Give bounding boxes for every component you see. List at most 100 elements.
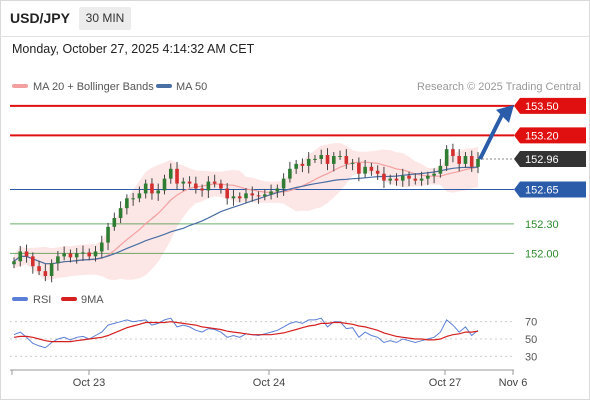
candle-up <box>106 226 110 243</box>
level-tag-152.96 <box>514 150 586 167</box>
candle-down <box>382 173 386 181</box>
candle-up <box>125 198 129 209</box>
candle-up <box>99 242 104 252</box>
candle-down <box>394 178 399 181</box>
chart-header: USD/JPY 30 MIN <box>0 0 590 37</box>
candle-up <box>93 251 98 257</box>
candle-down <box>237 196 242 199</box>
bollinger-band-area <box>14 143 478 281</box>
candle-down <box>219 183 223 189</box>
candle-down <box>256 195 261 197</box>
candle-up <box>331 156 336 164</box>
candle-up <box>156 190 161 194</box>
candle-up <box>143 183 148 194</box>
level-tag-153.50 <box>514 97 586 114</box>
candle-down <box>31 256 35 267</box>
candle-up <box>419 178 424 181</box>
x-tick-label: Oct 23 <box>73 377 105 389</box>
x-tick-label: Nov 6 <box>499 377 528 389</box>
candle-down <box>451 149 455 157</box>
candle-up <box>162 178 167 191</box>
candle-up <box>81 252 85 254</box>
candle-up <box>206 181 211 191</box>
rsi-legend-swatch <box>12 297 28 301</box>
candle-up <box>338 156 342 158</box>
candle-up <box>56 256 60 264</box>
candle-up <box>281 178 286 189</box>
x-axis: Oct 23 Oct 24 Oct 27 Nov 6 <box>10 369 528 389</box>
ma50-legend-swatch <box>156 84 172 88</box>
candle-down <box>175 168 179 184</box>
candle-down <box>150 183 154 194</box>
candle-down <box>194 183 198 189</box>
forecast-arrow-shaft <box>478 113 504 160</box>
rsi-legend-label: RSI <box>33 294 51 306</box>
level-label-152.30: 152.30 <box>525 219 559 231</box>
candle-up <box>269 191 273 195</box>
rsi-tick-50: 50 <box>525 334 537 346</box>
ma20-legend-swatch <box>12 84 28 88</box>
candle-up <box>476 158 480 167</box>
candle-down <box>24 251 29 257</box>
candle-down <box>187 181 192 184</box>
level-label-152.96: 152.96 <box>525 154 559 166</box>
candle-up <box>294 163 298 169</box>
candle-down <box>375 170 380 174</box>
candle-up <box>131 198 135 200</box>
rsi-ma-line <box>13 321 479 343</box>
candle-up <box>363 166 367 174</box>
level-tag-153.20 <box>514 127 586 144</box>
candle-up <box>388 178 393 181</box>
rsi-ma-legend-swatch <box>61 297 77 301</box>
candle-down <box>37 266 41 272</box>
candle-down <box>200 188 204 191</box>
rsi-tick-70: 70 <box>525 317 537 329</box>
candle-up <box>463 156 468 164</box>
bollinger-bands <box>14 143 478 281</box>
timeframe-button[interactable]: 30 MIN <box>79 7 131 30</box>
candle-up <box>112 217 117 227</box>
level-tag-152.65 <box>514 181 586 198</box>
candle-up <box>137 193 142 199</box>
candle-up <box>18 251 23 262</box>
credit-label: Research © 2025 Trading Central <box>417 81 581 93</box>
x-tick-label: Oct 24 <box>253 377 285 389</box>
level-label-153.20: 153.20 <box>525 130 559 142</box>
candle-down <box>225 188 229 199</box>
forecast-arrow-head <box>496 104 514 123</box>
rsi-line <box>13 317 479 349</box>
candle-up <box>231 196 236 199</box>
symbol-label: USD/JPY <box>10 10 70 26</box>
candle-down <box>469 156 474 167</box>
candle-up <box>62 253 66 257</box>
candle-up <box>244 193 248 199</box>
candle-down <box>87 252 92 257</box>
candle-up <box>12 261 16 265</box>
forecast-arrow <box>478 104 514 160</box>
candle-down <box>43 271 48 277</box>
ma20-legend-label: MA 20 + Bollinger Bands <box>33 81 154 93</box>
rsi-tick-30: 30 <box>525 351 537 363</box>
candle-up <box>263 194 267 197</box>
candle-down <box>300 163 305 166</box>
candle-up <box>444 149 449 166</box>
chart-datetime: Monday, October 27, 2025 4:14:32 AM CET <box>12 42 255 56</box>
candle-up <box>306 158 311 166</box>
candles <box>12 143 480 283</box>
level-label-152.65: 152.65 <box>525 184 559 196</box>
rsi-panel: 70 50 30 <box>10 317 537 363</box>
ma50-legend-label: MA 50 <box>176 81 207 93</box>
x-tick-label: Oct 27 <box>429 377 461 389</box>
candle-down <box>457 156 461 164</box>
candle-up <box>168 168 173 179</box>
candle-up <box>350 162 355 164</box>
candle-up <box>275 188 280 192</box>
candle-up <box>181 181 186 184</box>
candle-down <box>357 162 361 174</box>
candle-up <box>432 173 436 176</box>
candle-up <box>319 155 324 159</box>
candle-up <box>400 175 405 181</box>
candle-down <box>344 156 349 164</box>
candle-up <box>426 175 430 179</box>
